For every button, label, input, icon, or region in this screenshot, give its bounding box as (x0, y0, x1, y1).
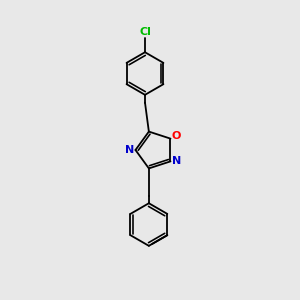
Text: N: N (125, 145, 134, 155)
Text: Cl: Cl (139, 27, 151, 38)
Text: N: N (172, 156, 181, 167)
Text: O: O (172, 131, 181, 141)
